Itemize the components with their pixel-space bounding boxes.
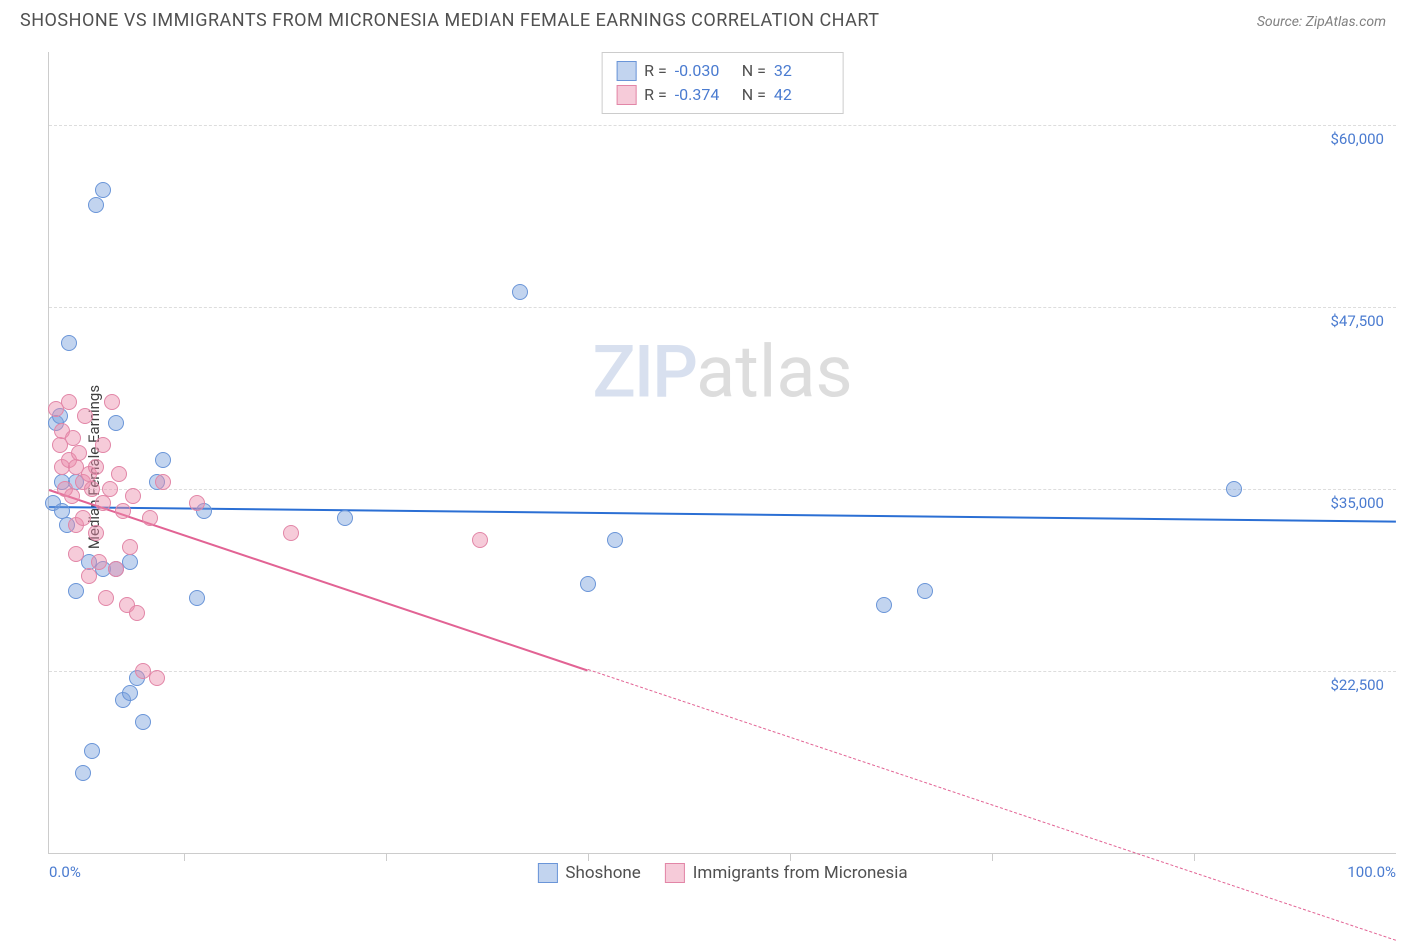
data-point <box>84 743 100 759</box>
data-point <box>61 394 77 410</box>
x-tick <box>992 853 993 861</box>
data-point <box>917 583 933 599</box>
x-tick <box>184 853 185 861</box>
data-point <box>580 576 596 592</box>
data-point <box>189 495 205 511</box>
data-point <box>111 466 127 482</box>
x-axis-max: 100.0% <box>1347 863 1396 881</box>
data-point <box>607 532 623 548</box>
data-point <box>68 546 84 562</box>
y-tick-label: $47,500 <box>1330 312 1384 330</box>
legend-series-name: Immigrants from Micronesia <box>693 863 908 883</box>
legend-n-label: N = <box>738 83 766 107</box>
data-point <box>283 525 299 541</box>
data-point <box>64 488 80 504</box>
data-point <box>68 583 84 599</box>
legend-row: R = -0.030 N = 32 <box>616 59 829 83</box>
watermark: ZIPatlas <box>592 330 852 415</box>
gridline <box>49 307 1396 308</box>
data-point <box>142 510 158 526</box>
data-point <box>71 445 87 461</box>
legend-item: Immigrants from Micronesia <box>665 863 908 883</box>
data-point <box>75 765 91 781</box>
data-point <box>512 284 528 300</box>
data-point <box>189 590 205 606</box>
data-point <box>95 437 111 453</box>
chart-container: Median Female Earnings ZIPatlas R =-0.03… <box>0 42 1406 892</box>
legend-swatch <box>665 863 685 883</box>
legend-swatch <box>616 85 636 105</box>
legend-swatch <box>616 61 636 81</box>
regression-line <box>588 670 1397 941</box>
x-tick <box>790 853 791 861</box>
gridline <box>49 671 1396 672</box>
data-point <box>81 568 97 584</box>
legend-r-value: -0.374 <box>675 83 730 107</box>
data-point <box>84 481 100 497</box>
correlation-legend: R = -0.030 N = 32 R = -0.374 N = 42 <box>601 52 844 114</box>
data-point <box>129 605 145 621</box>
data-point <box>108 415 124 431</box>
data-point <box>95 182 111 198</box>
y-tick-label: $35,000 <box>1330 494 1384 512</box>
gridline <box>49 489 1396 490</box>
data-point <box>1226 481 1242 497</box>
legend-r-label: R = <box>644 83 667 107</box>
data-point <box>104 394 120 410</box>
legend-item: Shoshone <box>537 863 640 883</box>
legend-row: R = -0.374 N = 42 <box>616 83 829 107</box>
regression-line <box>49 489 588 671</box>
chart-title: SHOSHONE VS IMMIGRANTS FROM MICRONESIA M… <box>20 10 880 31</box>
data-point <box>88 197 104 213</box>
legend-n-value: 32 <box>774 59 829 83</box>
data-point <box>108 561 124 577</box>
data-point <box>155 474 171 490</box>
legend-r-value: -0.030 <box>675 59 730 83</box>
data-point <box>102 481 118 497</box>
data-point <box>91 554 107 570</box>
legend-n-value: 42 <box>774 83 829 107</box>
x-axis-min: 0.0% <box>49 863 81 881</box>
data-point <box>61 335 77 351</box>
plot-area: ZIPatlas R =-0.030 N =32R =-0.374 N =42 … <box>48 52 1396 854</box>
data-point <box>88 525 104 541</box>
x-tick <box>588 853 589 861</box>
data-point <box>75 510 91 526</box>
legend-series-name: Shoshone <box>565 863 640 883</box>
data-point <box>122 539 138 555</box>
data-point <box>115 503 131 519</box>
gridline <box>49 125 1396 126</box>
source-attribution: Source: ZipAtlas.com <box>1257 14 1386 30</box>
legend-swatch <box>537 863 557 883</box>
y-tick-label: $60,000 <box>1330 130 1384 148</box>
data-point <box>125 488 141 504</box>
data-point <box>135 714 151 730</box>
data-point <box>88 459 104 475</box>
data-point <box>337 510 353 526</box>
x-tick <box>386 853 387 861</box>
regression-line <box>49 506 1396 523</box>
data-point <box>54 503 70 519</box>
y-tick-label: $22,500 <box>1330 676 1384 694</box>
data-point <box>876 597 892 613</box>
legend-n-label: N = <box>738 59 766 83</box>
series-legend: Shoshone Immigrants from Micronesia <box>537 863 907 883</box>
data-point <box>77 408 93 424</box>
legend-r-label: R = <box>644 59 667 83</box>
data-point <box>155 452 171 468</box>
x-tick <box>1194 853 1195 861</box>
data-point <box>95 495 111 511</box>
data-point <box>149 670 165 686</box>
data-point <box>98 590 114 606</box>
data-point <box>472 532 488 548</box>
data-point <box>122 685 138 701</box>
